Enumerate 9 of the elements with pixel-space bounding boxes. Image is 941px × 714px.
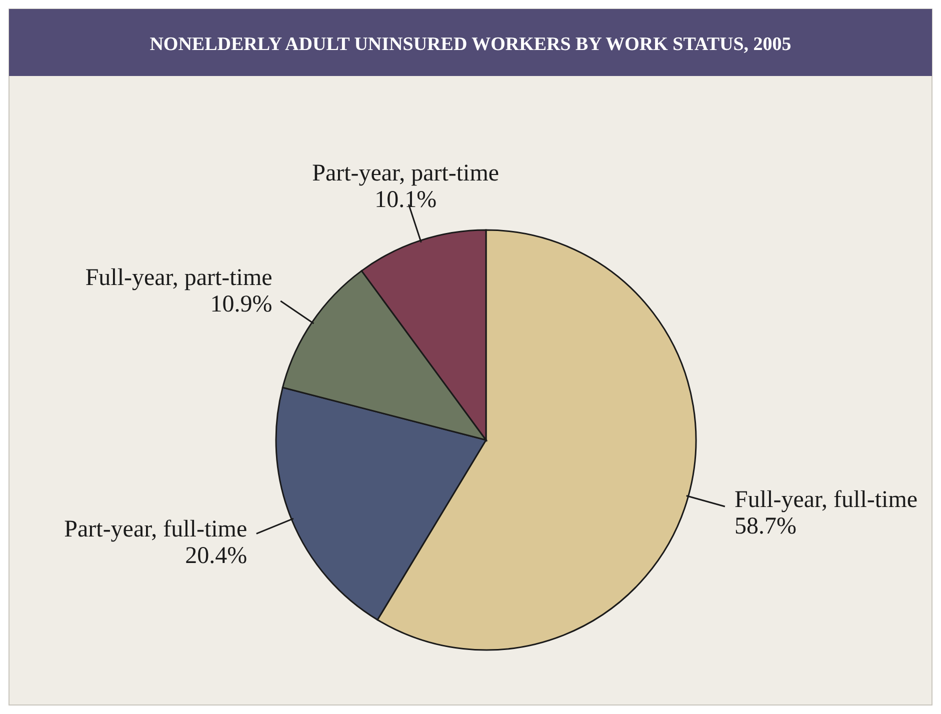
data-label: 20.4% bbox=[185, 542, 248, 569]
chart-title: NONELDERLY ADULT UNINSURED WORKERS BY WORK STATUS, 2005 bbox=[150, 34, 792, 55]
slice-label: Full-year, part-time bbox=[85, 265, 272, 292]
data-label: 10.1% bbox=[374, 186, 437, 213]
data-label: 10.9% bbox=[210, 291, 272, 318]
slice-label: Full-year, full-time bbox=[734, 487, 918, 514]
slice-label: Part-year, part-time bbox=[312, 160, 500, 187]
slice-label: Part-year, full-time bbox=[64, 516, 248, 542]
data-label: 58.7% bbox=[734, 513, 797, 540]
